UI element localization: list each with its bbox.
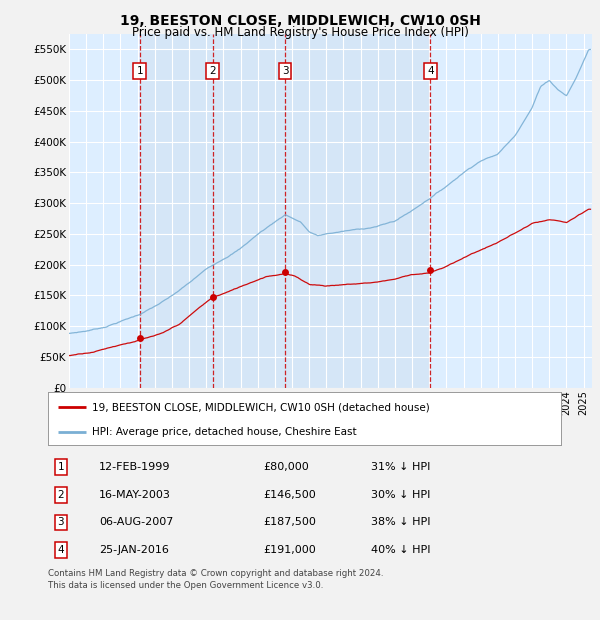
Text: 30% ↓ HPI: 30% ↓ HPI [371,490,431,500]
Text: 1: 1 [136,66,143,76]
Text: £191,000: £191,000 [263,545,316,556]
Text: £80,000: £80,000 [263,462,309,472]
Text: 19, BEESTON CLOSE, MIDDLEWICH, CW10 0SH (detached house): 19, BEESTON CLOSE, MIDDLEWICH, CW10 0SH … [92,402,430,412]
Text: 3: 3 [282,66,289,76]
Text: 2: 2 [209,66,216,76]
Text: HPI: Average price, detached house, Cheshire East: HPI: Average price, detached house, Ches… [92,427,356,437]
Bar [285,34,430,388]
Text: £187,500: £187,500 [263,518,316,528]
Text: 2: 2 [58,490,64,500]
Text: 3: 3 [58,518,64,528]
Text: This data is licensed under the Open Government Licence v3.0.: This data is licensed under the Open Gov… [48,581,323,590]
Text: 12-FEB-1999: 12-FEB-1999 [100,462,171,472]
Text: 4: 4 [58,545,64,556]
Text: 19, BEESTON CLOSE, MIDDLEWICH, CW10 0SH: 19, BEESTON CLOSE, MIDDLEWICH, CW10 0SH [119,14,481,28]
Text: 06-AUG-2007: 06-AUG-2007 [100,518,173,528]
Text: 38% ↓ HPI: 38% ↓ HPI [371,518,431,528]
Bar [140,34,212,388]
Text: 40% ↓ HPI: 40% ↓ HPI [371,545,431,556]
Bar [212,34,285,388]
Text: 25-JAN-2016: 25-JAN-2016 [100,545,169,556]
Text: 16-MAY-2003: 16-MAY-2003 [100,490,171,500]
Text: 1: 1 [58,462,64,472]
Text: Contains HM Land Registry data © Crown copyright and database right 2024.: Contains HM Land Registry data © Crown c… [48,569,383,578]
Text: 4: 4 [427,66,434,76]
Text: £146,500: £146,500 [263,490,316,500]
Text: 31% ↓ HPI: 31% ↓ HPI [371,462,431,472]
Text: Price paid vs. HM Land Registry's House Price Index (HPI): Price paid vs. HM Land Registry's House … [131,26,469,39]
